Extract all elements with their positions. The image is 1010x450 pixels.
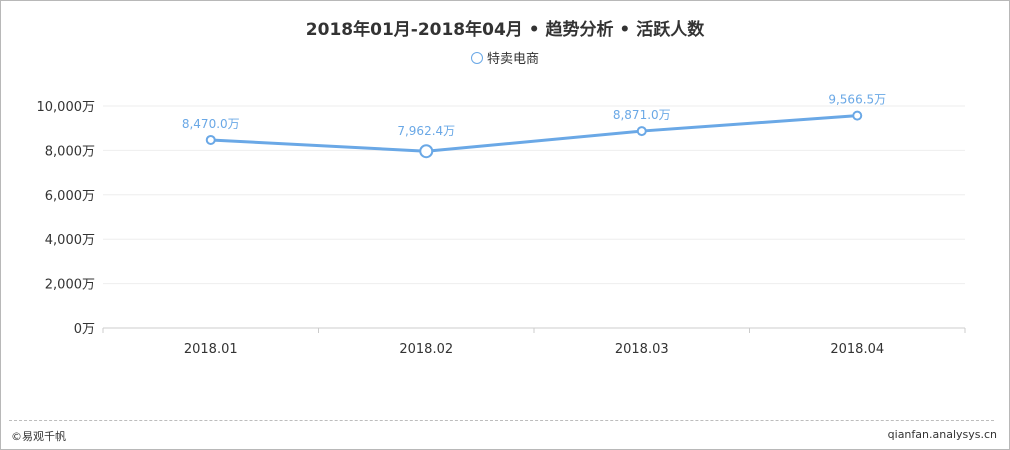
series-line xyxy=(210,114,858,153)
y-tick-label: 2,000万 xyxy=(45,278,95,293)
data-label: 8,871.0万 xyxy=(613,108,671,122)
y-tick-label: 4,000万 xyxy=(45,233,95,248)
legend-label: 特卖电商 xyxy=(486,52,539,67)
x-tick-label: 2018.01 xyxy=(184,342,238,357)
data-label: 9,566.5万 xyxy=(828,93,886,107)
x-tick-label: 2018.02 xyxy=(399,342,453,357)
x-tick-label: 2018.04 xyxy=(830,342,884,357)
y-tick-label: 6,000万 xyxy=(45,189,95,204)
legend-marker-icon xyxy=(470,52,483,64)
y-tick-label: 0万 xyxy=(74,322,95,337)
chart-title: 2018年01月-2018年04月 • 趋势分析 • 活跃人数 xyxy=(305,20,705,40)
footer-divider xyxy=(9,420,994,421)
data-point xyxy=(636,126,647,137)
site-url: qianfan.analysys.cn xyxy=(887,428,997,441)
y-tick-label: 8,000万 xyxy=(45,144,95,159)
brand-label: ©易观千帆 xyxy=(11,430,66,443)
y-tick-label: 10,000万 xyxy=(37,100,96,115)
data-point xyxy=(419,144,434,159)
data-point xyxy=(205,134,216,145)
data-label: 7,962.4万 xyxy=(397,124,455,138)
data-label: 8,470.0万 xyxy=(182,117,240,131)
x-tick-label: 2018.03 xyxy=(615,342,669,357)
data-point xyxy=(852,110,863,121)
chart-legend[interactable]: 特卖电商 xyxy=(1,48,1009,67)
